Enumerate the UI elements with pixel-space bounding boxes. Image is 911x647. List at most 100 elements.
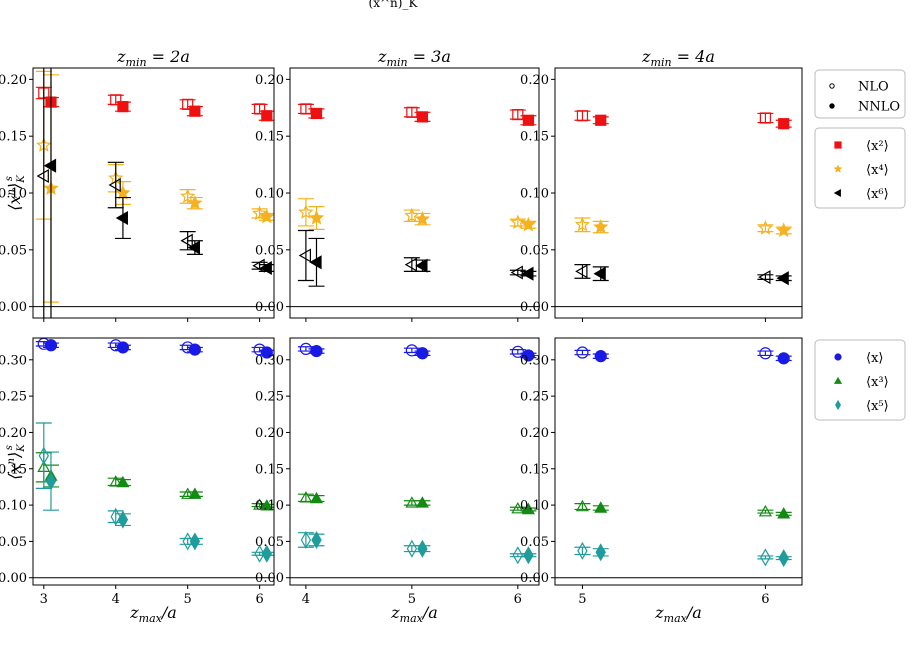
data-point-x5-nlo (300, 530, 312, 550)
y-tick-label: 0.20 (0, 73, 27, 88)
data-point-x1-nnlo (416, 347, 429, 360)
data-point-x1-nnlo (44, 339, 58, 352)
y-tick-label: 0.05 (255, 535, 284, 550)
y-tick-label: 0.10 (0, 187, 27, 202)
legend-odd-moments-label-0: ⟨x⟩ (866, 351, 883, 366)
y-tick-label: 0.30 (520, 353, 549, 368)
legend-odd-moments-marker-2 (835, 399, 841, 411)
data-point-x6-nnlo (521, 266, 534, 281)
data-point-x5-nnlo (45, 472, 57, 491)
y-tick-label: 0.25 (0, 390, 27, 405)
data-point-x6-nnlo (776, 271, 789, 286)
x-tick-label: 3 (40, 592, 48, 607)
x-tick-label: 6 (514, 592, 522, 607)
panel-title: zmin = 4a (641, 47, 715, 69)
y-tick-label: 0.15 (255, 462, 284, 477)
y-tick-label: 0.15 (0, 130, 27, 145)
legend-even-moments (814, 127, 906, 209)
panel-frame (289, 337, 540, 586)
legend-odd-moments-label-2: ⟨x⁵⟩ (866, 399, 889, 414)
data-point-x4-nnlo (414, 211, 431, 226)
data-point-x1-nnlo (777, 352, 790, 365)
data-point-x4-nnlo (520, 216, 537, 232)
y-tick-label: 0.10 (0, 499, 27, 514)
x-tick-label: 4 (302, 592, 310, 607)
data-point-x3-nnlo (260, 499, 274, 511)
x-axis-label: zmax/a (129, 603, 177, 625)
data-point-x6-nnlo (309, 255, 322, 270)
x-tick-label: 6 (255, 592, 263, 607)
data-point-x6-nnlo (115, 210, 129, 226)
data-point-x6-nnlo (593, 266, 606, 281)
data-point-x5-nnlo (778, 549, 789, 568)
legend-even-moments-marker-0 (834, 141, 842, 149)
data-point-x6-nlo (298, 248, 311, 263)
data-point-x5-nlo (38, 446, 49, 465)
y-tick-label: 0.05 (255, 243, 284, 258)
legend-even-moments-label-1: ⟨x⁴⟩ (866, 163, 889, 178)
panel-data (574, 346, 792, 568)
caption-fragment: (x^n)_K (369, 0, 419, 10)
y-tick-label: 0.30 (0, 353, 27, 368)
data-point-x2-nlo (759, 112, 772, 124)
y-tick-label: 0.10 (255, 187, 284, 202)
y-tick-label: 0.00 (520, 571, 549, 586)
data-point-x1-nlo (576, 346, 589, 359)
panel-title: zmin = 2a (116, 47, 190, 69)
legend-nnlo-label: NNLO (858, 100, 900, 115)
y-tick-label: 0.20 (520, 426, 549, 441)
panel-bottom-1: 0.00 0.05 0.10 0.15 0.20 0.25 0.30 4 5 6 zmax/a (255, 337, 540, 625)
data-point-x5-nlo (512, 546, 523, 565)
panel-top-1: 0.00 0.05 0.10 0.15 0.20 zmin = 3a (255, 47, 540, 322)
y-tick-label: 0.00 (0, 300, 27, 315)
x-axis-label: zmax/a (390, 603, 438, 625)
legend-nlo-label: NLO (858, 80, 889, 95)
data-point-x4-nnlo (259, 208, 274, 224)
data-point-x4-nnlo (187, 195, 203, 210)
data-point-x2-nnlo (416, 111, 429, 123)
data-point-x1-nnlo (260, 346, 273, 359)
x-tick-label: 6 (761, 592, 769, 607)
y-tick-label: 0.15 (0, 462, 27, 477)
y-tick-label: 0.00 (520, 300, 549, 315)
data-point-x1-nlo (511, 345, 524, 358)
data-point-x6-nnlo (259, 260, 272, 276)
data-point-x6-nlo (575, 264, 588, 279)
data-point-x6-nnlo (415, 258, 428, 273)
y-axis-label-bottom: ⟨xn⟩Ks (4, 444, 27, 480)
data-point-x3-nnlo (309, 491, 324, 504)
data-point-x2-nlo (110, 94, 122, 106)
data-point-x5-nlo (760, 548, 771, 567)
panel-title: zmin = 3a (377, 47, 451, 69)
legend-method (814, 69, 906, 119)
data-point-x3-nnlo (594, 501, 608, 513)
data-point-x3-nlo (181, 487, 195, 499)
legend-even-moments-label-0: ⟨x²⟩ (866, 139, 889, 154)
panel-frame (289, 67, 540, 319)
data-point-x3-nnlo (777, 507, 791, 519)
data-point-x4-nlo (298, 204, 314, 219)
data-point-x3-nnlo (116, 475, 130, 488)
y-tick-label: 0.05 (0, 243, 27, 258)
y-tick-label: 0.20 (520, 73, 549, 88)
panel-data (297, 103, 537, 287)
data-point-x2-nnlo (261, 110, 273, 122)
y-tick-label: 0.10 (520, 187, 549, 202)
data-point-x4-nlo (180, 188, 196, 203)
data-point-x6-nlo (404, 257, 417, 272)
data-point-x6-nlo (758, 270, 771, 285)
panel-data (574, 110, 792, 286)
data-point-x6-nlo (108, 177, 121, 193)
y-tick-label: 0.00 (0, 571, 27, 586)
data-point-x5-nnlo (261, 544, 272, 563)
panel-frame (554, 67, 803, 319)
data-point-x5-nlo (254, 544, 265, 563)
panel-frame (554, 337, 803, 586)
y-axis-label-top: ⟨xn⟩Ks (4, 175, 27, 211)
x-tick-label: 5 (184, 592, 192, 607)
x-tick-label: 4 (112, 592, 120, 607)
legend-odd-moments (814, 339, 906, 421)
data-point-x1-nnlo (522, 349, 535, 362)
y-tick-label: 0.15 (255, 130, 284, 145)
